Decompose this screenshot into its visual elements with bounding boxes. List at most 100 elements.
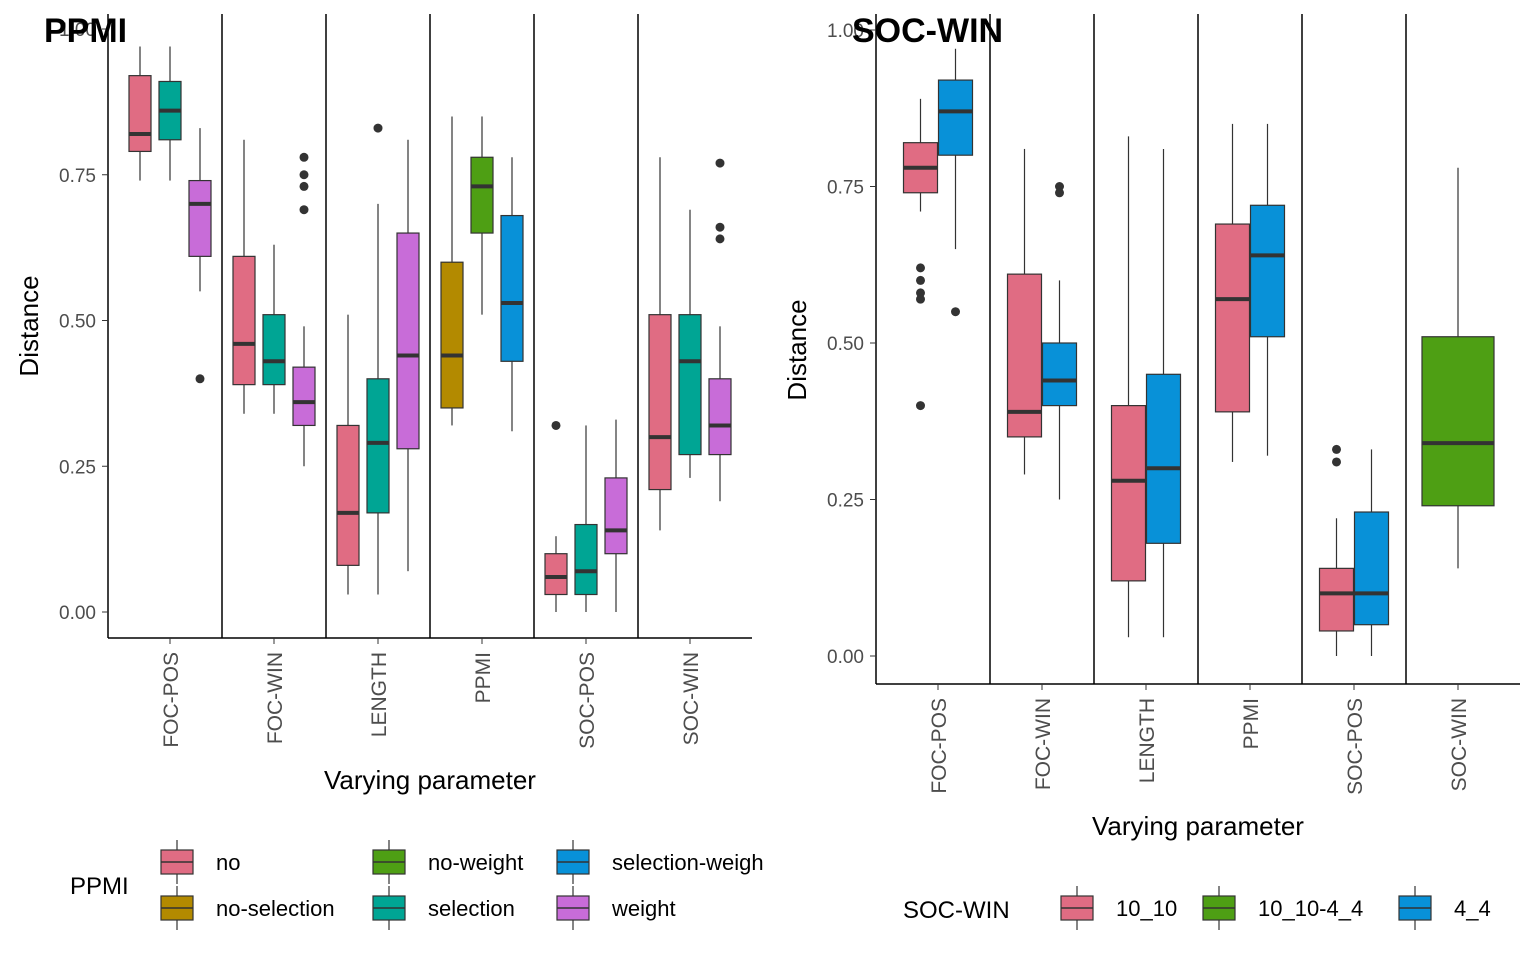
box-soc-pos-selection [574, 425, 598, 612]
outlier-point [195, 374, 205, 384]
x-tick-label: FOC-WIN [1032, 698, 1055, 790]
y-axis-title: Distance [14, 275, 44, 376]
legend-label: 10_10 [1116, 896, 1177, 921]
panel-title: SOC-WIN [852, 12, 1003, 50]
box-soc-pos-10-10 [1318, 444, 1355, 656]
box-iqr [1318, 567, 1355, 632]
y-tick-label: 0.25 [59, 457, 96, 478]
y-tick-label: 0.75 [59, 166, 96, 187]
box-iqr [440, 261, 464, 409]
box-iqr [544, 553, 568, 596]
x-tick-label: SOC-POS [576, 652, 599, 749]
outlier-point [916, 288, 925, 298]
x-tick-label: PPMI [472, 652, 495, 703]
y-tick-label: 0.00 [827, 647, 864, 668]
x-tick-label: FOC-WIN [264, 652, 287, 744]
legend-label: no [216, 850, 240, 875]
box-soc-pos-weight [604, 419, 628, 612]
box-soc-win-selection [678, 209, 702, 478]
outlier-point [1055, 188, 1064, 198]
box-foc-pos-10-10 [902, 98, 939, 411]
box-soc-win-10-10-4-4 [1421, 167, 1495, 569]
x-tick-label: SOC-WIN [680, 652, 703, 745]
legend-title: PPMI [70, 873, 129, 900]
legend-label: no-selection [216, 896, 335, 921]
box-iqr [648, 314, 672, 491]
legend-item-no-selection: no-selection [160, 886, 335, 930]
box-iqr [1145, 373, 1182, 544]
box-foc-win-no [232, 139, 256, 414]
x-axis-title: Varying parameter [324, 765, 536, 795]
box-iqr [1110, 405, 1147, 582]
outlier-point [916, 275, 925, 285]
box-iqr [937, 79, 974, 156]
box-iqr [292, 366, 316, 427]
box-foc-win-4-4 [1041, 182, 1078, 500]
legend-item-no: no [160, 840, 240, 884]
outlier-point [299, 170, 309, 180]
legend-item-no-weight: no-weight [372, 840, 523, 884]
box-iqr [1041, 342, 1078, 407]
box-foc-pos-selection [158, 46, 182, 181]
legend-label: selection-weigh [612, 850, 764, 875]
box-iqr [262, 314, 286, 386]
outlier-point [1332, 444, 1341, 454]
box-soc-win-weight [708, 158, 732, 502]
legend-item-10-10: 10_10 [1060, 886, 1177, 930]
outlier-point [299, 152, 309, 162]
box-soc-pos-no [544, 420, 568, 612]
x-tick-label: LENGTH [1136, 698, 1159, 783]
box-length-no [336, 314, 360, 595]
x-tick-label: SOC-POS [1344, 698, 1367, 795]
box-soc-win-no [648, 157, 672, 531]
box-soc-pos-4-4 [1353, 449, 1390, 656]
legend: PPMI no no-weight selection-weigh no-selecti… [70, 840, 764, 930]
y-tick-label: 0.75 [827, 178, 864, 199]
y-tick-label: 1.00 [59, 20, 96, 41]
legend: SOC-WIN 10_10 10_10-4_4 4_4 [903, 886, 1491, 930]
y-tick-label: 0.25 [827, 491, 864, 512]
soc-win-panel: 0.00 0.25 0.50 0.75 1.00 FOC-POS FOC-WIN LENGTH… [782, 12, 1520, 930]
box-ppmi-no-selection [440, 116, 464, 426]
box-foc-pos-weight [188, 128, 212, 384]
box-length-4-4 [1145, 148, 1182, 638]
y-tick-label: 0.00 [59, 603, 96, 624]
outlier-point [1332, 457, 1341, 467]
outlier-point [373, 123, 383, 133]
outlier-point [299, 205, 309, 215]
y-axis-title: Distance [782, 299, 812, 400]
box-iqr [678, 314, 702, 456]
x-tick-label: LENGTH [368, 652, 391, 737]
legend-item-selection: selection [372, 886, 515, 930]
x-tick-label: FOC-POS [160, 652, 183, 748]
box-iqr [604, 477, 628, 555]
outlier-point [715, 158, 725, 168]
box-ppmi-selection-weigh [500, 157, 524, 432]
box-iqr [1214, 223, 1251, 413]
outlier-point [715, 222, 725, 232]
box-foc-win-weight [292, 152, 316, 467]
legend-item-selection-weigh: selection-weigh [556, 840, 764, 884]
box-length-10-10 [1110, 136, 1147, 638]
box-ppmi-no-weight [470, 116, 494, 315]
outlier-point [951, 307, 960, 317]
x-tick-label: SOC-WIN [1448, 698, 1471, 791]
y-tick-label: 0.50 [827, 334, 864, 355]
box-iqr [128, 75, 152, 153]
x-tick-label: PPMI [1240, 698, 1263, 749]
outlier-point [1055, 182, 1064, 191]
box-iqr [1353, 511, 1390, 626]
legend-label: weight [611, 896, 676, 921]
x-axis-title: Varying parameter [1092, 811, 1304, 841]
box-iqr [366, 378, 390, 514]
legend-item-10-10-4-4: 10_10-4_4 [1202, 886, 1363, 930]
x-tick-label: FOC-POS [928, 698, 951, 794]
legend-item-weight: weight [556, 886, 676, 930]
box-iqr [470, 156, 494, 234]
box-iqr [1421, 336, 1495, 507]
box-ppmi-4-4 [1249, 123, 1286, 456]
legend-label: 4_4 [1454, 896, 1491, 921]
outlier-point [916, 401, 925, 411]
outlier-point [299, 181, 309, 191]
box-iqr [232, 255, 256, 386]
